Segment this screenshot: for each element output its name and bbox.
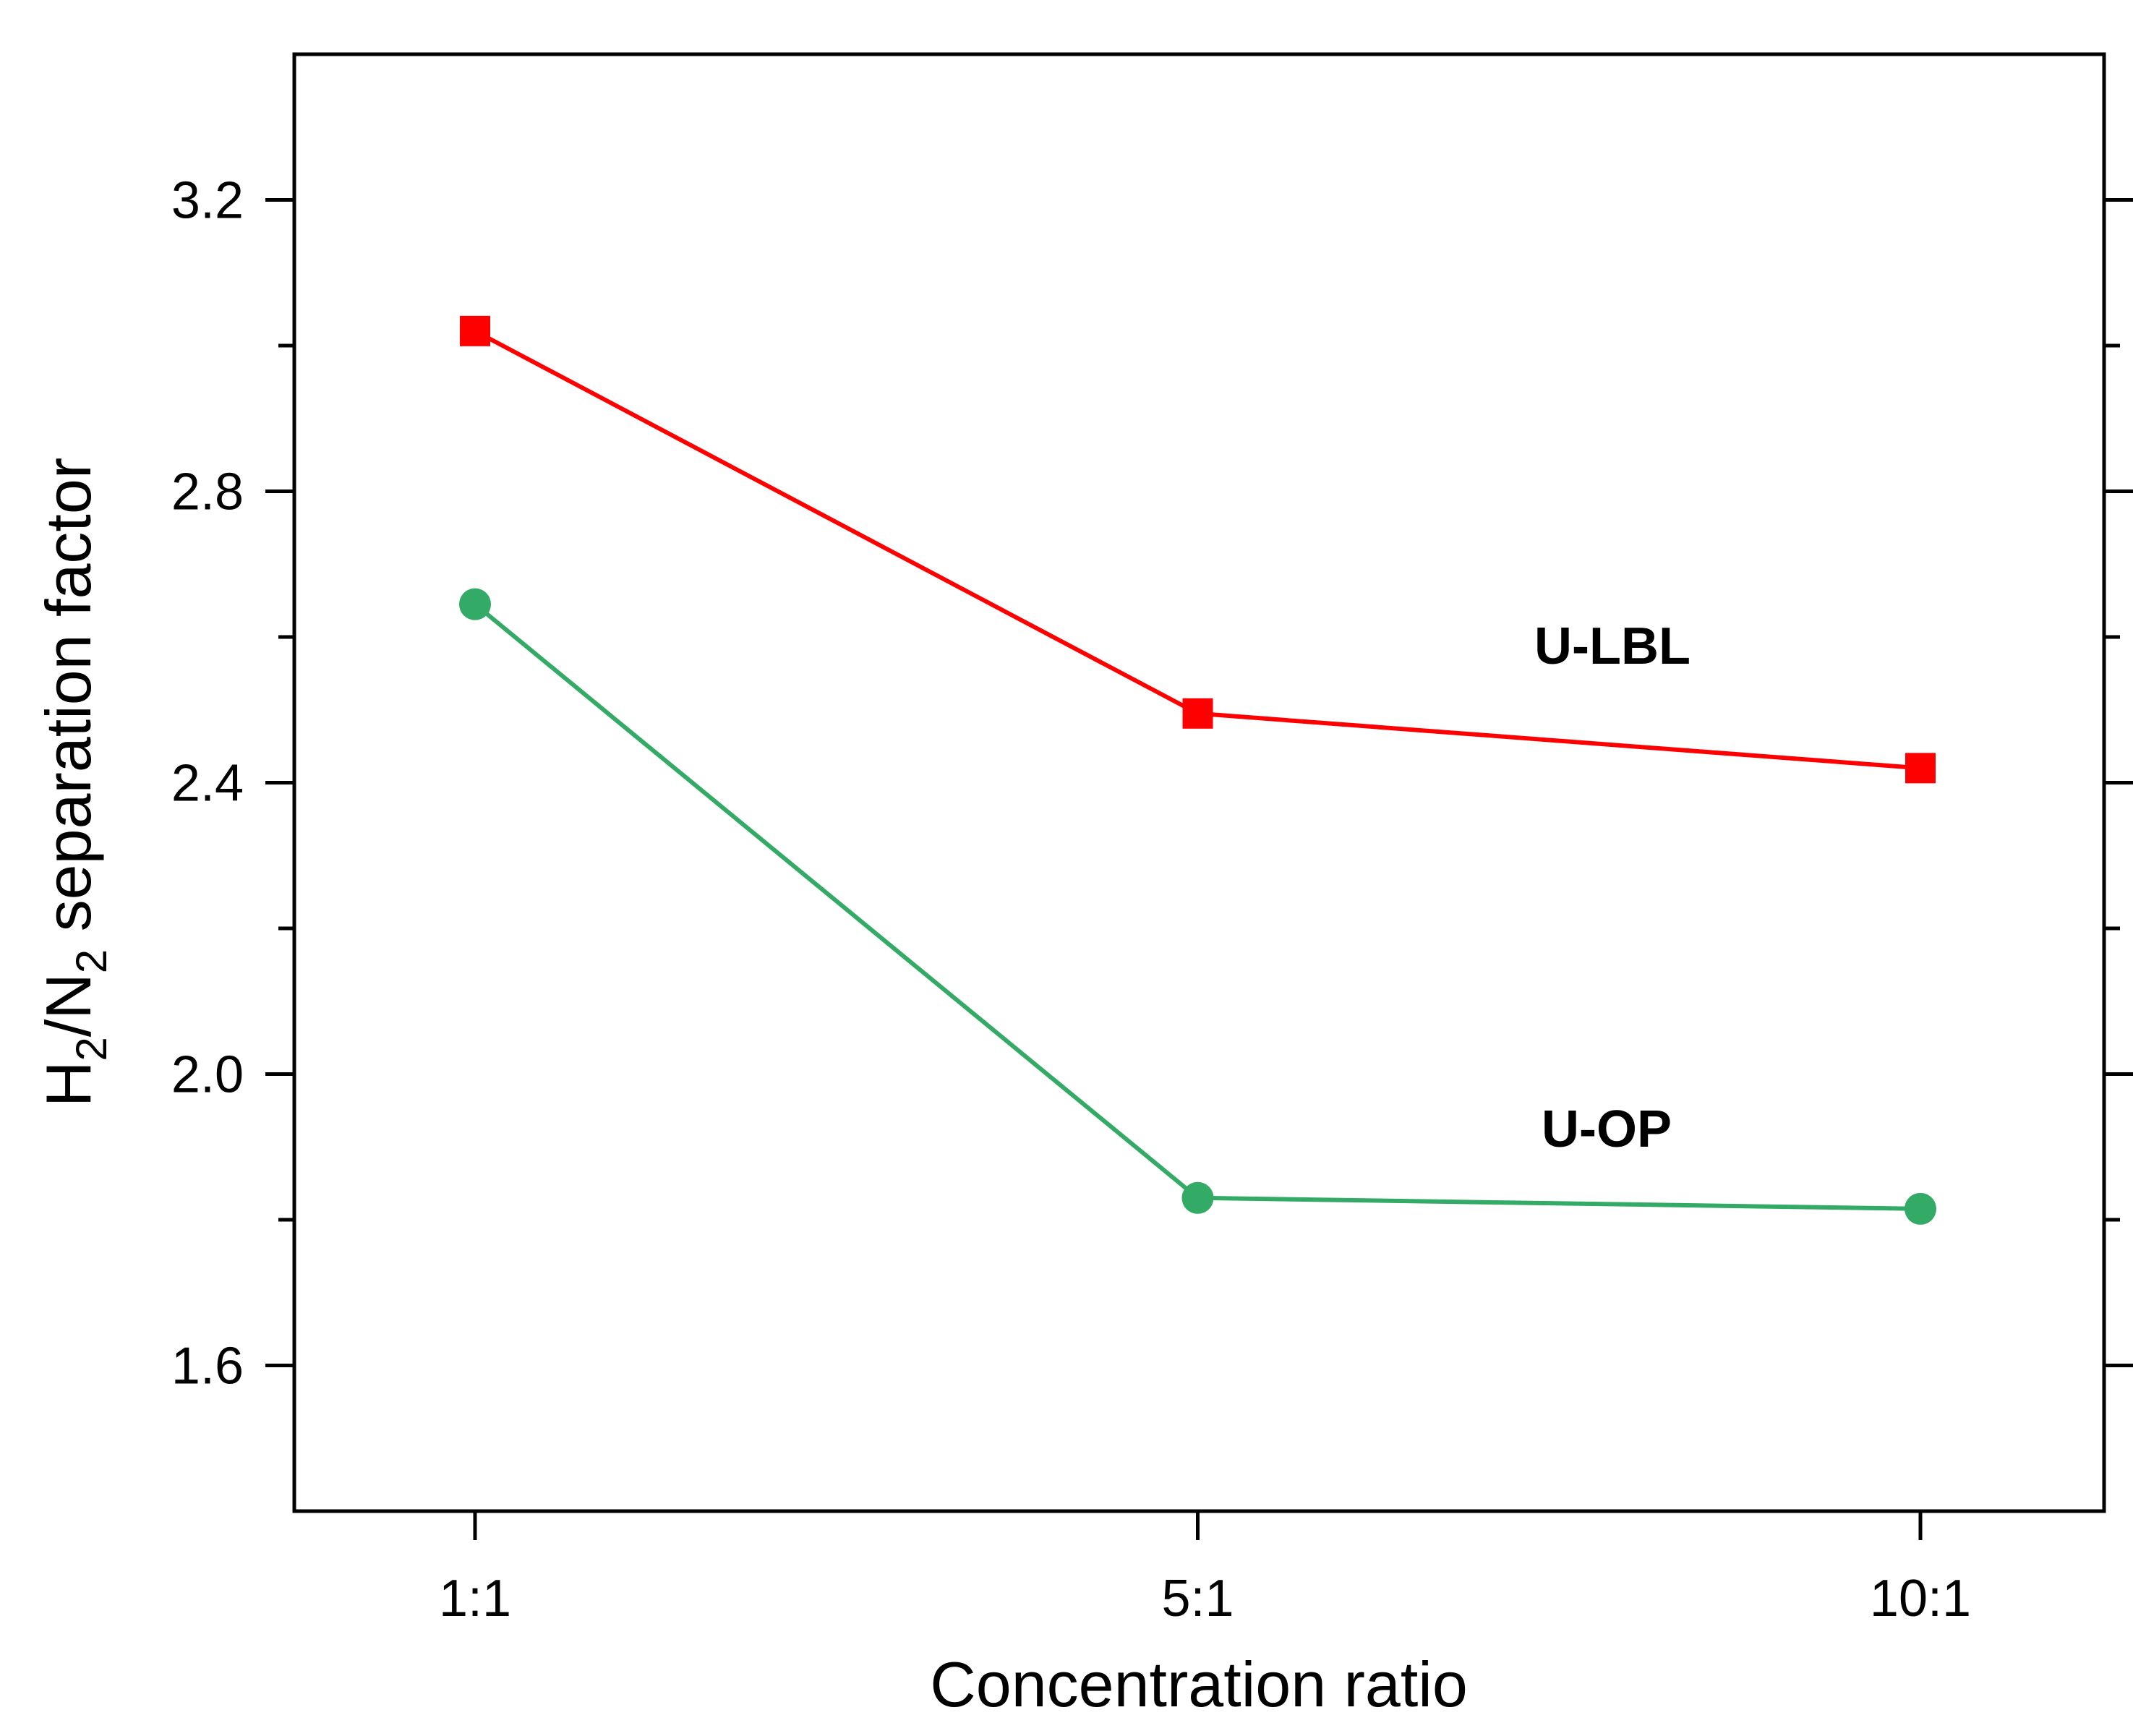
series-label-u-lbl: U-LBL (1534, 617, 1690, 675)
data-point-u-op (1181, 1181, 1214, 1214)
y-tick-label: 3.2 (171, 172, 244, 230)
plot-frame (292, 52, 2106, 1513)
x-axis-title: Concentration ratio (930, 1649, 1468, 1720)
y-title-h-subscript: 2 (67, 1037, 116, 1061)
y-tick-label: 1.6 (171, 1338, 244, 1395)
data-point-u-op (459, 588, 491, 620)
x-tick-label: 5:1 (1161, 1570, 1234, 1628)
y-tick-label: 2.0 (171, 1046, 244, 1104)
axis-ticks (265, 198, 2133, 1540)
y-axis-title: H2/N2 separation factor (33, 458, 116, 1107)
x-tick-label: 10:1 (1870, 1570, 1971, 1628)
data-point-u-lbl (1182, 698, 1213, 729)
data-point-u-op (1905, 1192, 1936, 1225)
series-u-lbl (460, 315, 1936, 784)
x-tick-label: 1:1 (439, 1570, 511, 1628)
series-u-op (459, 588, 1936, 1225)
y-title-n: /N (33, 973, 104, 1037)
y-title-n-subscript: 2 (67, 949, 116, 973)
tick-labels: 1.6 2.0 2.4 2.8 3.2 1:1 5:1 10:1 (171, 172, 1971, 1628)
y-tick-label: 2.4 (171, 755, 244, 813)
series-layer (459, 315, 1936, 1225)
y-title-rest: separation factor (33, 458, 104, 949)
y-title-h: H (33, 1061, 104, 1108)
data-point-u-lbl (460, 315, 490, 346)
y-tick-label: 2.8 (171, 463, 244, 521)
series-label-u-op: U-OP (1542, 1100, 1672, 1158)
data-point-u-lbl (1905, 753, 1936, 784)
